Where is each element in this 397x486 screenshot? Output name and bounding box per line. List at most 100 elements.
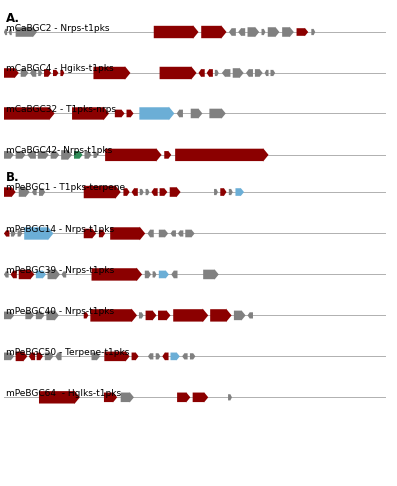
Polygon shape: [160, 66, 197, 80]
Polygon shape: [91, 268, 142, 281]
Polygon shape: [127, 109, 133, 118]
Polygon shape: [11, 270, 17, 278]
Polygon shape: [24, 226, 53, 240]
Polygon shape: [99, 229, 105, 238]
Polygon shape: [190, 353, 195, 360]
Polygon shape: [229, 189, 233, 195]
Text: A.: A.: [6, 12, 20, 25]
Polygon shape: [53, 69, 58, 76]
Polygon shape: [62, 271, 66, 278]
Polygon shape: [148, 353, 153, 360]
Polygon shape: [27, 151, 36, 159]
Polygon shape: [85, 151, 91, 159]
Polygon shape: [84, 185, 121, 199]
Polygon shape: [145, 270, 151, 278]
Polygon shape: [177, 392, 190, 402]
Polygon shape: [123, 188, 130, 196]
Polygon shape: [84, 228, 96, 239]
Polygon shape: [38, 151, 49, 159]
Polygon shape: [228, 394, 232, 401]
Polygon shape: [72, 106, 109, 120]
Polygon shape: [48, 269, 60, 279]
Polygon shape: [164, 151, 171, 159]
Polygon shape: [160, 188, 168, 196]
Polygon shape: [268, 27, 279, 37]
Polygon shape: [159, 270, 169, 278]
Polygon shape: [282, 27, 294, 37]
Polygon shape: [214, 189, 218, 195]
Polygon shape: [4, 187, 15, 197]
Polygon shape: [91, 352, 100, 361]
Polygon shape: [36, 270, 46, 278]
Polygon shape: [238, 28, 245, 36]
Polygon shape: [29, 352, 35, 361]
Polygon shape: [220, 188, 227, 196]
Polygon shape: [4, 29, 7, 35]
Text: mCaBGC32 - T1pks-nrps: mCaBGC32 - T1pks-nrps: [6, 105, 116, 114]
Polygon shape: [11, 230, 15, 237]
Polygon shape: [104, 392, 117, 402]
Polygon shape: [39, 188, 45, 196]
Polygon shape: [121, 392, 134, 402]
Polygon shape: [158, 310, 170, 321]
Polygon shape: [210, 309, 231, 322]
Polygon shape: [207, 69, 213, 77]
Polygon shape: [84, 312, 89, 319]
Polygon shape: [229, 28, 236, 36]
Polygon shape: [37, 352, 43, 361]
Polygon shape: [297, 28, 308, 36]
Polygon shape: [131, 352, 139, 361]
Polygon shape: [154, 25, 198, 39]
Text: mPeBGC1 - T1pks-terpene: mPeBGC1 - T1pks-terpene: [6, 184, 125, 192]
Polygon shape: [51, 151, 59, 159]
Polygon shape: [4, 68, 19, 78]
Polygon shape: [171, 270, 177, 278]
Polygon shape: [148, 229, 154, 238]
Polygon shape: [30, 69, 36, 77]
Polygon shape: [4, 271, 9, 278]
Text: mPeBGC14 - Nrps-t1pks: mPeBGC14 - Nrps-t1pks: [6, 225, 114, 234]
Polygon shape: [25, 311, 34, 320]
Polygon shape: [91, 309, 137, 322]
Text: mPeBGC39 - Nrps-t1pks: mPeBGC39 - Nrps-t1pks: [6, 266, 114, 275]
Polygon shape: [15, 27, 37, 37]
Polygon shape: [191, 108, 202, 119]
Polygon shape: [9, 29, 12, 35]
Polygon shape: [265, 69, 268, 76]
Text: mCaBGC2 - Nrps-t1pks: mCaBGC2 - Nrps-t1pks: [6, 24, 110, 33]
Polygon shape: [4, 151, 13, 159]
Polygon shape: [151, 188, 158, 196]
Text: mPeBGC40 - Nrps-t1pks: mPeBGC40 - Nrps-t1pks: [6, 307, 114, 316]
Polygon shape: [36, 311, 44, 320]
Polygon shape: [139, 106, 174, 120]
Polygon shape: [15, 351, 27, 362]
Polygon shape: [19, 269, 34, 279]
Polygon shape: [178, 230, 183, 237]
Polygon shape: [45, 352, 53, 361]
Polygon shape: [311, 29, 315, 35]
Text: mCaBGC42- Nrps-t1pks: mCaBGC42- Nrps-t1pks: [6, 146, 112, 156]
Polygon shape: [61, 150, 72, 160]
Polygon shape: [162, 352, 169, 361]
Polygon shape: [4, 311, 14, 320]
Polygon shape: [182, 353, 188, 360]
Polygon shape: [203, 269, 219, 279]
Polygon shape: [39, 391, 80, 404]
Polygon shape: [46, 310, 59, 321]
Polygon shape: [193, 392, 208, 402]
Polygon shape: [131, 188, 138, 196]
Polygon shape: [139, 312, 144, 319]
Polygon shape: [170, 230, 176, 237]
Polygon shape: [4, 230, 10, 237]
Polygon shape: [38, 69, 42, 76]
Polygon shape: [247, 312, 253, 319]
Polygon shape: [110, 226, 145, 240]
Polygon shape: [152, 271, 156, 278]
Polygon shape: [115, 109, 125, 118]
Polygon shape: [19, 187, 30, 197]
Polygon shape: [159, 229, 168, 238]
Polygon shape: [74, 151, 83, 159]
Polygon shape: [173, 309, 208, 322]
Polygon shape: [21, 69, 29, 77]
Polygon shape: [156, 353, 160, 360]
